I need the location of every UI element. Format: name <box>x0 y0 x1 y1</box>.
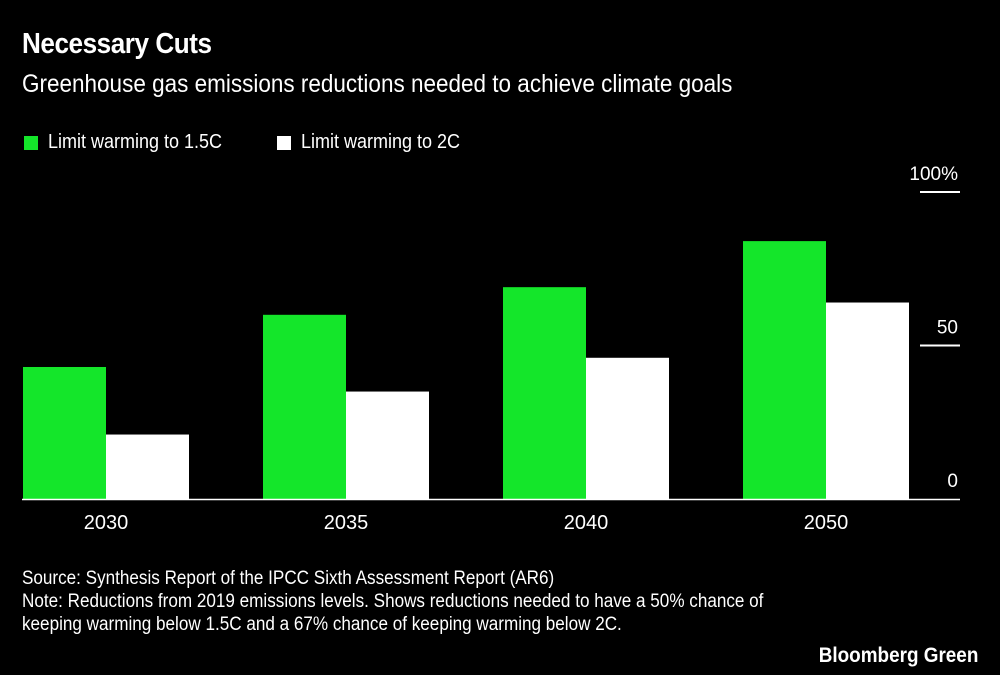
x-tick-label: 2050 <box>804 512 849 534</box>
bar-2040-2c <box>586 357 669 499</box>
chart-title: Necessary Cuts <box>22 28 212 60</box>
bar-2040-1-5c <box>503 287 586 499</box>
legend-label: Limit warming to 1.5C <box>48 131 223 153</box>
y-tick-label: 0 <box>947 471 958 492</box>
legend-item-1-5c: Limit warming to 1.5C <box>24 131 241 154</box>
legend-swatch-white <box>277 135 292 150</box>
y-tick-label: 50 <box>937 318 958 339</box>
legend-label: Limit warming to 2C <box>301 131 461 153</box>
bar-2035-1-5c <box>263 314 346 499</box>
legend-item-2c: Limit warming to 2C <box>277 131 478 154</box>
brand-logo: Bloomberg Green <box>818 644 978 667</box>
bar-2030-1-5c <box>23 366 106 499</box>
legend-swatch-green <box>24 135 38 150</box>
footnote: Source: Synthesis Report of the IPCC Six… <box>22 567 805 636</box>
legend: Limit warming to 1.5C Limit warming to 2… <box>24 131 478 154</box>
y-tick-label: 100% <box>909 164 958 185</box>
x-tick-label: 2030 <box>84 512 129 534</box>
x-tick-label: 2035 <box>324 512 369 534</box>
bar-2035-2c <box>346 391 429 499</box>
bar-2030-2c <box>106 434 189 499</box>
note-text: Note: Reductions from 2019 emissions lev… <box>22 591 764 635</box>
source-text: Source: Synthesis Report of the IPCC Six… <box>22 568 555 589</box>
x-tick-label: 2040 <box>564 512 609 534</box>
bar-2050-1-5c <box>743 241 826 499</box>
chart-subtitle: Greenhouse gas emissions reductions need… <box>22 70 733 98</box>
bar-2050-2c <box>826 302 909 499</box>
